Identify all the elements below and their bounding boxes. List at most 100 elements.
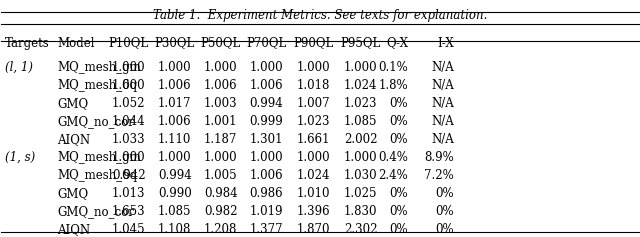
Text: 0.4%: 0.4% <box>378 151 408 164</box>
Text: 1.301: 1.301 <box>250 133 284 146</box>
Text: 2.302: 2.302 <box>344 223 378 236</box>
Text: GMQ: GMQ <box>58 97 88 110</box>
Text: GMQ: GMQ <box>58 187 88 200</box>
Text: 1.005: 1.005 <box>204 169 237 182</box>
Text: 1.870: 1.870 <box>297 223 330 236</box>
Text: P50QL: P50QL <box>200 36 241 50</box>
Text: MQ_mesh_6q: MQ_mesh_6q <box>58 79 138 92</box>
Text: 0%: 0% <box>435 187 454 200</box>
Text: 1.025: 1.025 <box>344 187 378 200</box>
Text: 0%: 0% <box>389 187 408 200</box>
Text: (1, s): (1, s) <box>4 151 35 164</box>
Text: GMQ_no_cor: GMQ_no_cor <box>58 205 134 218</box>
Text: 1.023: 1.023 <box>297 115 330 128</box>
Text: 1.000: 1.000 <box>204 151 237 164</box>
Text: 1.000: 1.000 <box>204 61 237 74</box>
Text: 0%: 0% <box>389 223 408 236</box>
Text: 0%: 0% <box>389 97 408 110</box>
Text: 1.661: 1.661 <box>297 133 330 146</box>
Text: 1.110: 1.110 <box>158 133 191 146</box>
Text: P10QL: P10QL <box>109 36 149 50</box>
Text: 1.000: 1.000 <box>112 61 146 74</box>
Text: Q-X: Q-X <box>386 36 408 50</box>
Text: 1.653: 1.653 <box>112 205 146 218</box>
Text: 1.000: 1.000 <box>250 151 284 164</box>
Text: (l, 1): (l, 1) <box>4 61 33 74</box>
Text: 1.024: 1.024 <box>297 169 330 182</box>
Text: 0%: 0% <box>435 223 454 236</box>
Text: 1.044: 1.044 <box>112 115 146 128</box>
Text: 1.000: 1.000 <box>112 151 146 164</box>
Text: 1.006: 1.006 <box>250 169 284 182</box>
Text: 1.006: 1.006 <box>204 79 237 92</box>
Text: AIQN: AIQN <box>58 223 91 236</box>
Text: N/A: N/A <box>431 97 454 110</box>
Text: 0.990: 0.990 <box>158 187 191 200</box>
Text: 0%: 0% <box>389 133 408 146</box>
Text: P70QL: P70QL <box>246 36 287 50</box>
Text: 1.000: 1.000 <box>344 61 378 74</box>
Text: Table 1.  Experiment Metrics. See texts for explanation.: Table 1. Experiment Metrics. See texts f… <box>153 9 487 22</box>
Text: 0.994: 0.994 <box>158 169 191 182</box>
Text: GMQ_no_cor: GMQ_no_cor <box>58 115 134 128</box>
Text: 2.002: 2.002 <box>344 133 378 146</box>
Text: 0.984: 0.984 <box>204 187 237 200</box>
Text: 0%: 0% <box>389 115 408 128</box>
Text: 1.017: 1.017 <box>158 97 191 110</box>
Text: N/A: N/A <box>431 115 454 128</box>
Text: 1.085: 1.085 <box>344 115 378 128</box>
Text: 1.006: 1.006 <box>158 79 191 92</box>
Text: 1.000: 1.000 <box>297 61 330 74</box>
Text: 1.208: 1.208 <box>204 223 237 236</box>
Text: P90QL: P90QL <box>294 36 333 50</box>
Text: 1.033: 1.033 <box>112 133 146 146</box>
Text: 1.377: 1.377 <box>250 223 284 236</box>
Text: 0.982: 0.982 <box>204 205 237 218</box>
Text: P95QL: P95QL <box>340 36 381 50</box>
Text: 1.187: 1.187 <box>204 133 237 146</box>
Text: 1.000: 1.000 <box>158 61 191 74</box>
Text: 1.000: 1.000 <box>158 151 191 164</box>
Text: 1.024: 1.024 <box>344 79 378 92</box>
Text: N/A: N/A <box>431 133 454 146</box>
Text: I-X: I-X <box>437 36 454 50</box>
Text: 0.999: 0.999 <box>250 115 284 128</box>
Text: 0.942: 0.942 <box>112 169 146 182</box>
Text: 1.001: 1.001 <box>204 115 237 128</box>
Text: N/A: N/A <box>431 61 454 74</box>
Text: 1.000: 1.000 <box>297 151 330 164</box>
Text: Targets: Targets <box>4 36 49 50</box>
Text: 1.108: 1.108 <box>158 223 191 236</box>
Text: 2.4%: 2.4% <box>378 169 408 182</box>
Text: 1.000: 1.000 <box>112 79 146 92</box>
Text: 1.023: 1.023 <box>344 97 378 110</box>
Text: N/A: N/A <box>431 79 454 92</box>
Text: 1.003: 1.003 <box>204 97 237 110</box>
Text: 0%: 0% <box>435 205 454 218</box>
Text: P30QL: P30QL <box>155 36 195 50</box>
Text: 1.830: 1.830 <box>344 205 378 218</box>
Text: 1.006: 1.006 <box>158 115 191 128</box>
Text: 1.000: 1.000 <box>344 151 378 164</box>
Text: 0.986: 0.986 <box>250 187 284 200</box>
Text: Model: Model <box>58 36 95 50</box>
Text: 0%: 0% <box>389 205 408 218</box>
Text: 1.030: 1.030 <box>344 169 378 182</box>
Text: 7.2%: 7.2% <box>424 169 454 182</box>
Text: 1.010: 1.010 <box>297 187 330 200</box>
Text: MQ_mesh_6q: MQ_mesh_6q <box>58 169 138 182</box>
Text: 1.006: 1.006 <box>250 79 284 92</box>
Text: MQ_mesh_gm: MQ_mesh_gm <box>58 151 141 164</box>
Text: 1.085: 1.085 <box>158 205 191 218</box>
Text: 1.045: 1.045 <box>112 223 146 236</box>
Text: 1.013: 1.013 <box>112 187 145 200</box>
Text: 1.8%: 1.8% <box>378 79 408 92</box>
Text: 1.019: 1.019 <box>250 205 284 218</box>
Text: AIQN: AIQN <box>58 133 91 146</box>
Text: 1.396: 1.396 <box>297 205 330 218</box>
Text: MQ_mesh_gm: MQ_mesh_gm <box>58 61 141 74</box>
Text: 1.052: 1.052 <box>112 97 145 110</box>
Text: 1.007: 1.007 <box>297 97 330 110</box>
Text: 0.1%: 0.1% <box>378 61 408 74</box>
Text: 8.9%: 8.9% <box>424 151 454 164</box>
